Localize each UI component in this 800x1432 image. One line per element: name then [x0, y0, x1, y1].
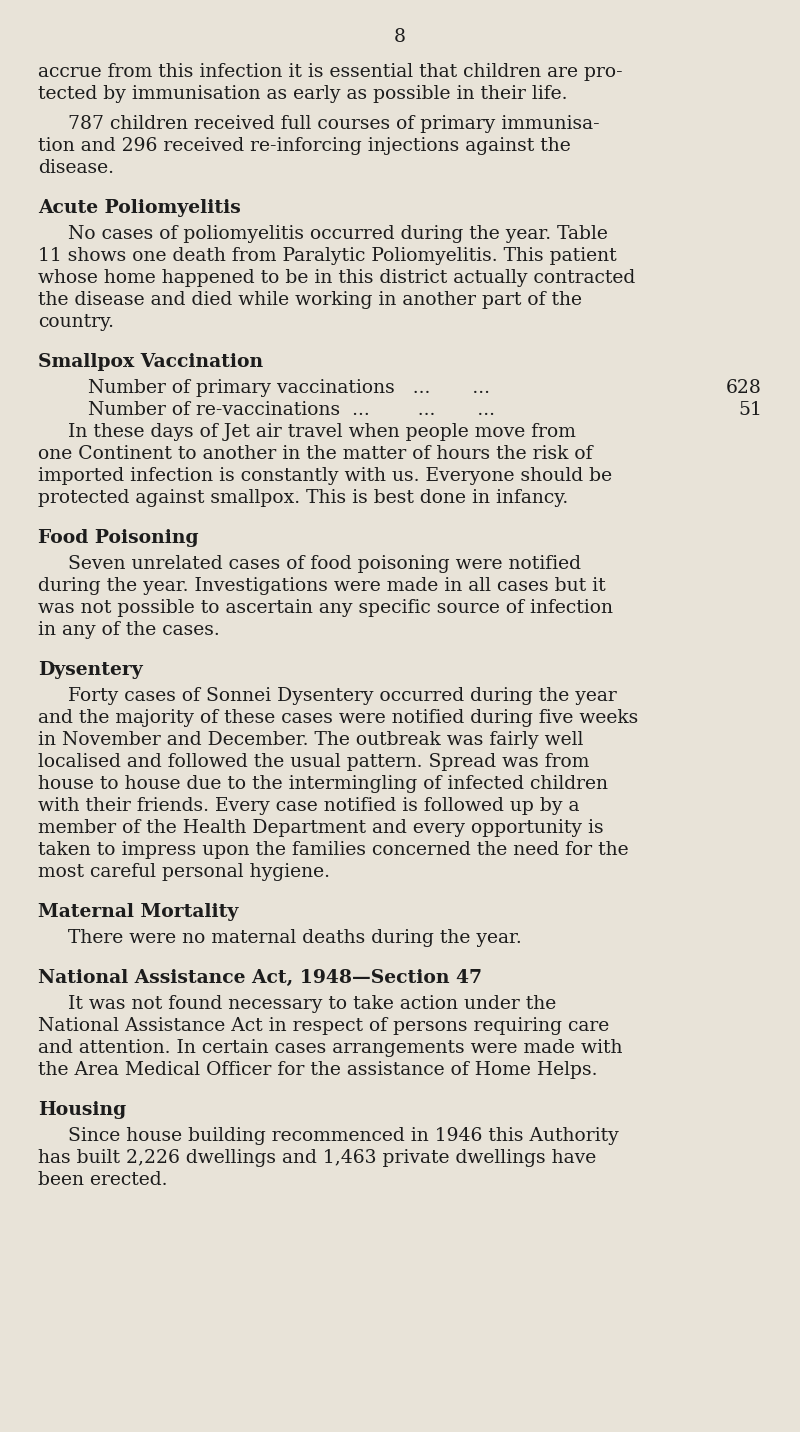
Text: In these days of Jet air travel when people move from: In these days of Jet air travel when peo… — [68, 424, 576, 441]
Text: Dysentery: Dysentery — [38, 662, 142, 679]
Text: tected by immunisation as early as possible in their life.: tected by immunisation as early as possi… — [38, 84, 567, 103]
Text: one Continent to another in the matter of hours the risk of: one Continent to another in the matter o… — [38, 445, 593, 463]
Text: in any of the cases.: in any of the cases. — [38, 621, 220, 639]
Text: has built 2,226 dwellings and 1,463 private dwellings have: has built 2,226 dwellings and 1,463 priv… — [38, 1150, 596, 1167]
Text: and attention. In certain cases arrangements were made with: and attention. In certain cases arrangem… — [38, 1040, 622, 1057]
Text: It was not found necessary to take action under the: It was not found necessary to take actio… — [68, 995, 556, 1014]
Text: the Area Medical Officer for the assistance of Home Helps.: the Area Medical Officer for the assista… — [38, 1061, 598, 1080]
Text: 11 shows one death from Paralytic Poliomyelitis. This patient: 11 shows one death from Paralytic Poliom… — [38, 248, 617, 265]
Text: whose home happened to be in this district actually contracted: whose home happened to be in this distri… — [38, 269, 635, 288]
Text: Smallpox Vaccination: Smallpox Vaccination — [38, 354, 263, 371]
Text: accrue from this infection it is essential that children are pro-: accrue from this infection it is essenti… — [38, 63, 622, 82]
Text: tion and 296 received re-inforcing injections against the: tion and 296 received re-inforcing injec… — [38, 137, 570, 155]
Text: Acute Poliomyelitis: Acute Poliomyelitis — [38, 199, 241, 218]
Text: 51: 51 — [738, 401, 762, 420]
Text: the disease and died while working in another part of the: the disease and died while working in an… — [38, 291, 582, 309]
Text: in November and December. The outbreak was fairly well: in November and December. The outbreak w… — [38, 732, 583, 749]
Text: 787 children received full courses of primary immunisa-: 787 children received full courses of pr… — [68, 115, 600, 133]
Text: Food Poisoning: Food Poisoning — [38, 530, 198, 547]
Text: was not possible to ascertain any specific source of infection: was not possible to ascertain any specif… — [38, 599, 613, 617]
Text: Forty cases of Sonnei Dysentery occurred during the year: Forty cases of Sonnei Dysentery occurred… — [68, 687, 617, 705]
Text: been erected.: been erected. — [38, 1171, 167, 1189]
Text: house to house due to the intermingling of infected children: house to house due to the intermingling … — [38, 775, 608, 793]
Text: with their friends. Every case notified is followed up by a: with their friends. Every case notified … — [38, 798, 579, 815]
Text: imported infection is constantly with us. Everyone should be: imported infection is constantly with us… — [38, 467, 612, 485]
Text: Housing: Housing — [38, 1101, 126, 1120]
Text: No cases of poliomyelitis occurred during the year. Table: No cases of poliomyelitis occurred durin… — [68, 225, 608, 243]
Text: protected against smallpox. This is best done in infancy.: protected against smallpox. This is best… — [38, 490, 568, 507]
Text: most careful personal hygiene.: most careful personal hygiene. — [38, 863, 330, 881]
Text: member of the Health Department and every opportunity is: member of the Health Department and ever… — [38, 819, 604, 838]
Text: taken to impress upon the families concerned the need for the: taken to impress upon the families conce… — [38, 841, 629, 859]
Text: Since house building recommenced in 1946 this Authority: Since house building recommenced in 1946… — [68, 1127, 618, 1146]
Text: localised and followed the usual pattern. Spread was from: localised and followed the usual pattern… — [38, 753, 590, 772]
Text: country.: country. — [38, 314, 114, 331]
Text: There were no maternal deaths during the year.: There were no maternal deaths during the… — [68, 929, 522, 947]
Text: National Assistance Act in respect of persons requiring care: National Assistance Act in respect of pe… — [38, 1017, 610, 1035]
Text: 8: 8 — [394, 29, 406, 46]
Text: and the majority of these cases were notified during five weeks: and the majority of these cases were not… — [38, 709, 638, 727]
Text: disease.: disease. — [38, 159, 114, 178]
Text: 628: 628 — [726, 379, 762, 397]
Text: Number of primary vaccinations   ...       ...: Number of primary vaccinations ... ... — [88, 379, 514, 397]
Text: during the year. Investigations were made in all cases but it: during the year. Investigations were mad… — [38, 577, 606, 596]
Text: Maternal Mortality: Maternal Mortality — [38, 904, 238, 921]
Text: Number of re-vaccinations  ...        ...       ...: Number of re-vaccinations ... ... ... — [88, 401, 507, 420]
Text: Seven unrelated cases of food poisoning were notified: Seven unrelated cases of food poisoning … — [68, 556, 581, 573]
Text: National Assistance Act, 1948—Section 47: National Assistance Act, 1948—Section 47 — [38, 969, 482, 987]
